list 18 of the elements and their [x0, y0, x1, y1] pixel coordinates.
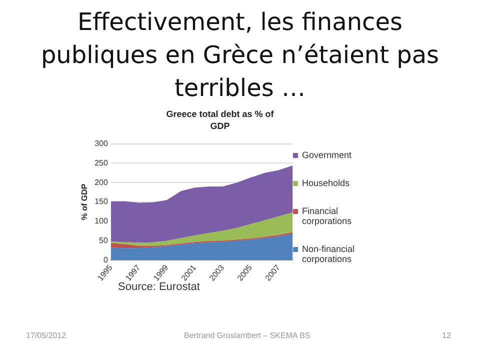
text: Effectivement, les finances publiques en Grèce n’étaient pas terribles …: [40, 7, 440, 104]
legend-label: Non-financial corporations: [302, 244, 356, 264]
legend-label: Government: [302, 150, 352, 160]
text: Bertrand Groslambert – SKEMA BS: [184, 331, 310, 340]
series-label: Financial corporations: [302, 206, 353, 226]
y-tick-label: 150: [94, 197, 108, 206]
y-tick-label: 50: [99, 236, 108, 245]
legend-label: Households: [302, 178, 350, 188]
y-tick-label: 200: [94, 178, 108, 187]
text: 17/05/2012: [26, 331, 66, 340]
text: 12: [442, 331, 451, 340]
source-note: Source: Eurostat: [118, 281, 200, 293]
y-tick-label: 0: [103, 255, 108, 264]
y-tick-label: 250: [94, 158, 108, 168]
y-tick-label: 300: [94, 139, 108, 148]
y-tick-label: 100: [94, 216, 108, 226]
chart-title: Greece total debt as % of GDP: [165, 108, 275, 132]
y-axis-title: % of GDP: [80, 183, 90, 220]
